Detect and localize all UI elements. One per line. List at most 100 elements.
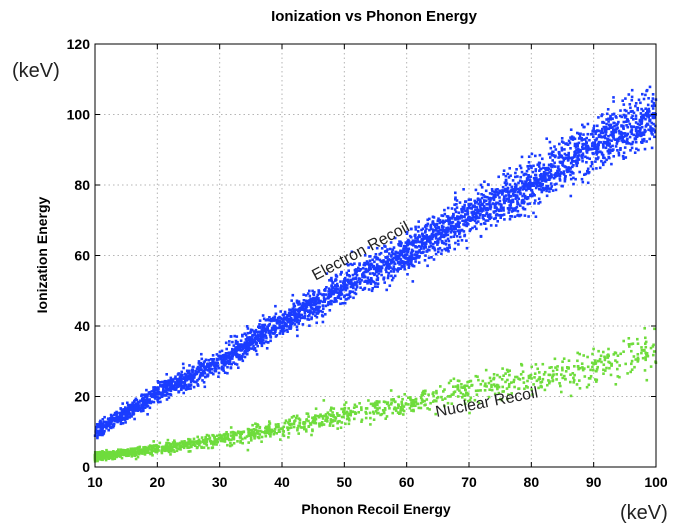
scatter-point-electron (621, 99, 624, 102)
scatter-point-electron (622, 135, 625, 139)
scatter-point-electron (111, 423, 114, 427)
scatter-point-electron (624, 120, 628, 123)
scatter-point-electron (417, 225, 420, 229)
scatter-point-nuclear (355, 405, 358, 408)
scatter-point-electron (480, 193, 483, 196)
scatter-point-electron (169, 389, 173, 393)
scatter-point-electron (509, 203, 512, 207)
scatter-point-electron (489, 205, 492, 208)
scatter-point-electron (617, 151, 621, 155)
scatter-point-electron (163, 390, 167, 393)
scatter-point-nuclear (595, 378, 599, 382)
scatter-point-electron (626, 119, 629, 122)
scatter-point-electron (539, 185, 543, 188)
scatter-point-electron (514, 188, 517, 191)
scatter-point-electron (157, 393, 161, 396)
scatter-point-electron (600, 152, 604, 156)
scatter-point-nuclear (249, 431, 252, 435)
scatter-point-electron (359, 281, 362, 284)
scatter-point-nuclear (571, 372, 575, 375)
scatter-point-electron (334, 290, 338, 293)
scatter-point-electron (140, 399, 144, 402)
scatter-point-electron (333, 300, 337, 303)
scatter-point-electron (510, 185, 513, 189)
scatter-point-electron (465, 239, 468, 242)
scatter-point-electron (164, 380, 167, 383)
scatter-point-electron (537, 202, 540, 205)
scatter-point-electron (645, 123, 648, 127)
scatter-point-electron (153, 396, 156, 399)
scatter-point-electron (454, 241, 457, 245)
scatter-point-electron (572, 136, 575, 139)
scatter-point-electron (385, 270, 388, 274)
scatter-point-nuclear (129, 447, 132, 451)
scatter-point-electron (387, 267, 391, 270)
scatter-point-electron (310, 300, 314, 304)
scatter-point-electron (651, 107, 655, 110)
scatter-point-electron (463, 203, 466, 207)
scatter-point-electron (353, 262, 356, 265)
scatter-point-electron (375, 246, 379, 250)
scatter-point-electron (595, 149, 598, 152)
scatter-point-electron (347, 263, 350, 267)
scatter-point-electron (521, 185, 524, 188)
scatter-point-nuclear (426, 407, 429, 410)
scatter-point-nuclear (303, 421, 307, 424)
scatter-point-nuclear (246, 448, 250, 452)
scatter-point-electron (189, 381, 193, 384)
scatter-point-electron (247, 338, 250, 341)
scatter-point-electron (148, 406, 152, 410)
scatter-point-nuclear (264, 434, 268, 438)
scatter-point-electron (194, 369, 197, 373)
scatter-point-electron (614, 138, 618, 142)
scatter-point-electron (626, 141, 629, 144)
scatter-point-electron (632, 118, 635, 121)
scatter-point-electron (100, 421, 103, 424)
scatter-point-nuclear (443, 404, 446, 408)
scatter-point-nuclear (396, 411, 400, 414)
scatter-point-electron (334, 278, 338, 282)
scatter-point-electron (414, 250, 418, 254)
scatter-point-electron (509, 174, 512, 177)
scatter-point-electron (635, 126, 638, 129)
scatter-point-electron (168, 380, 172, 383)
scatter-point-electron (527, 182, 531, 185)
scatter-point-nuclear (207, 434, 211, 438)
scatter-point-electron (653, 115, 657, 119)
scatter-point-nuclear (461, 393, 465, 396)
scatter-point-electron (231, 352, 234, 356)
scatter-point-nuclear (496, 387, 499, 391)
scatter-point-electron (519, 191, 522, 195)
scatter-point-electron (346, 284, 349, 287)
scatter-point-electron (392, 246, 396, 249)
scatter-point-electron (534, 215, 538, 218)
scatter-point-electron (571, 165, 574, 169)
scatter-point-nuclear (345, 417, 349, 421)
scatter-point-electron (391, 250, 394, 254)
scatter-point-nuclear (612, 353, 616, 356)
scatter-point-electron (591, 167, 595, 171)
scatter-point-nuclear (327, 413, 331, 416)
scatter-point-nuclear (443, 388, 446, 391)
scatter-point-electron (274, 330, 277, 333)
scatter-point-electron (467, 198, 471, 201)
scatter-point-nuclear (254, 422, 257, 425)
scatter-point-nuclear (245, 435, 249, 438)
scatter-point-electron (363, 286, 367, 290)
scatter-point-electron (365, 260, 369, 263)
scatter-point-electron (443, 247, 446, 251)
scatter-point-electron (122, 417, 125, 421)
scatter-point-electron (443, 220, 446, 223)
scatter-point-electron (352, 277, 355, 281)
scatter-point-nuclear (532, 383, 535, 386)
scatter-point-electron (208, 367, 211, 371)
scatter-point-electron (489, 198, 492, 202)
scatter-point-nuclear (526, 386, 529, 389)
scatter-point-electron (400, 265, 403, 269)
scatter-point-electron (228, 340, 231, 343)
scatter-point-nuclear (110, 452, 114, 455)
scatter-point-nuclear (644, 336, 647, 340)
scatter-point-electron (440, 252, 443, 255)
scatter-point-electron (350, 280, 353, 284)
scatter-point-nuclear (185, 441, 188, 445)
